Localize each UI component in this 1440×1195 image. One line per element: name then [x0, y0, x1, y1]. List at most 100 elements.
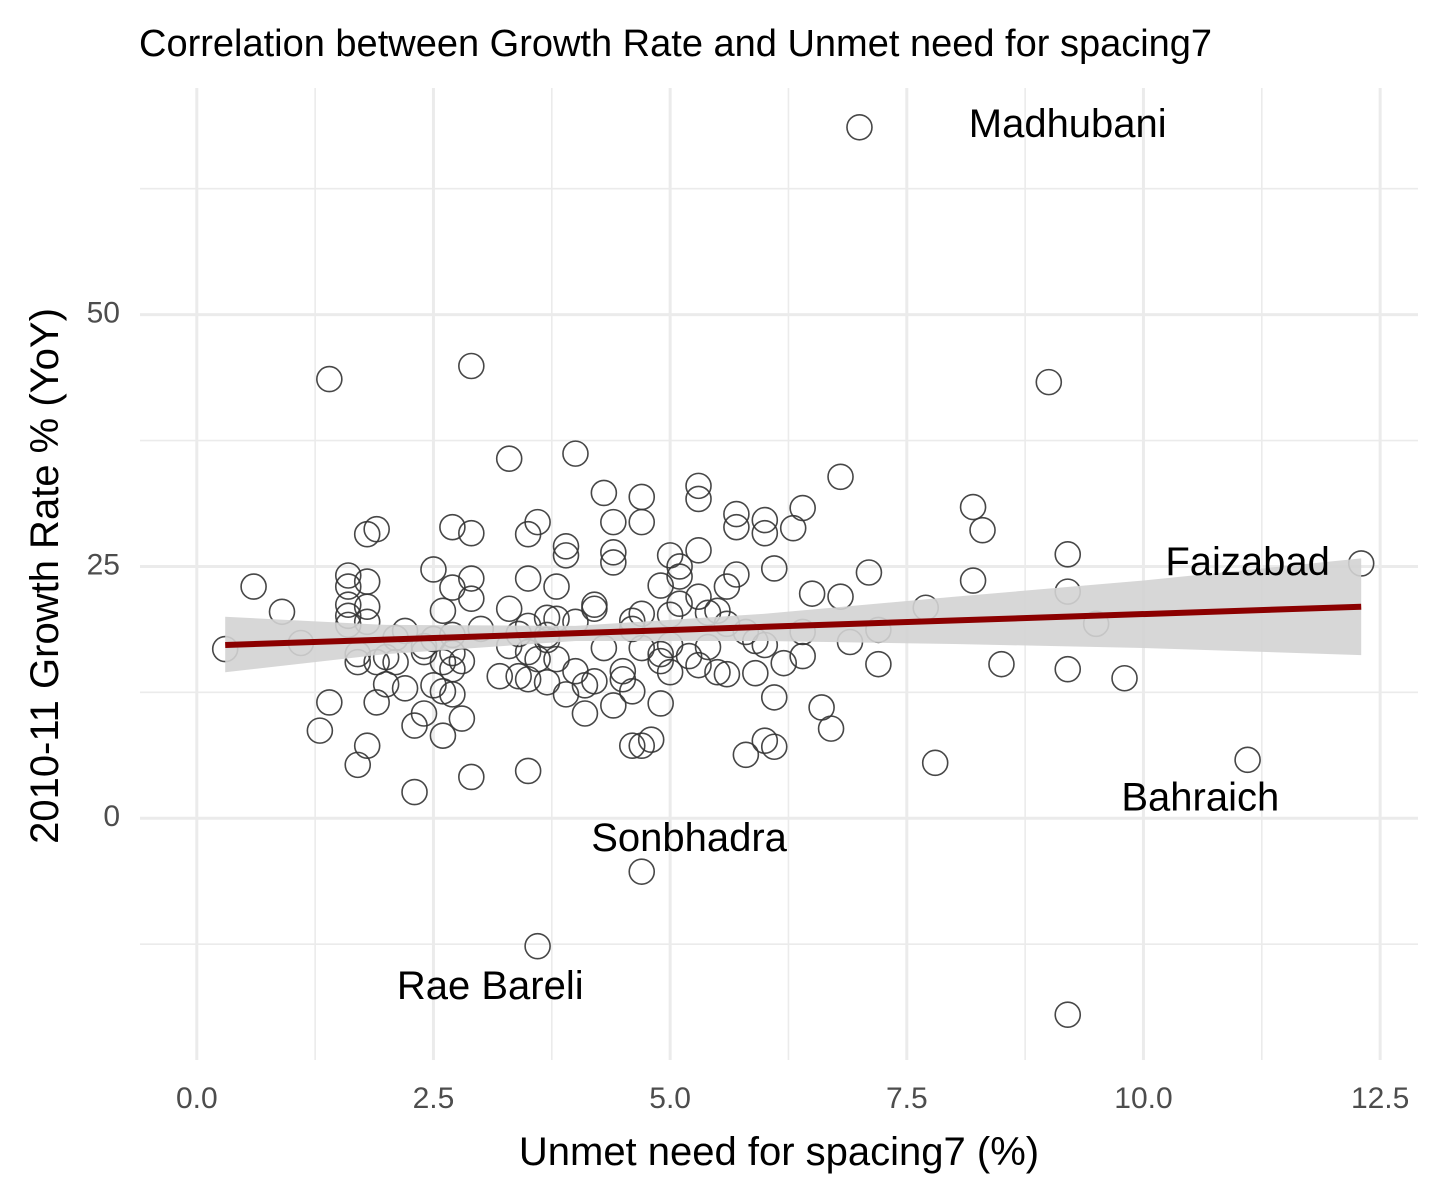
data-point: [410, 700, 438, 727]
minor-gridlines-y: [140, 187, 1418, 945]
data-point: [429, 678, 457, 705]
data-point: [666, 553, 693, 580]
point-label: Bahraich: [1121, 776, 1279, 820]
data-point: [524, 932, 551, 960]
data-point: [685, 485, 712, 513]
data-point: [988, 650, 1015, 678]
data-point: [429, 597, 457, 625]
data-point: [618, 678, 646, 705]
data-point: [685, 537, 712, 564]
data-point: [959, 493, 987, 521]
data-point: [505, 662, 532, 690]
data-point: [533, 668, 561, 696]
data-point: [486, 662, 514, 690]
data-point: [817, 715, 845, 742]
data-point: [675, 642, 703, 670]
data-point: [353, 568, 381, 595]
data-point: [1234, 746, 1261, 774]
x-axis-ticks: 0.0 2.5 5.0 7.5 10.0 12.5: [176, 1082, 1409, 1115]
data-point: [647, 690, 674, 717]
data-point: [751, 506, 779, 534]
data-point: [1035, 368, 1063, 396]
data-point: [628, 508, 656, 536]
data-point: [439, 681, 466, 708]
point-label: Sonbhadra: [591, 816, 787, 860]
x-tick-label: 5.0: [649, 1082, 691, 1115]
data-point: [495, 595, 523, 623]
data-point: [458, 519, 485, 547]
data-point: [647, 647, 674, 675]
data-point: [514, 565, 542, 592]
data-point: [514, 757, 542, 785]
data-point: [543, 573, 570, 600]
data-point: [600, 539, 627, 566]
data-point: [372, 670, 400, 698]
data-point: [344, 751, 372, 779]
data-point: [751, 727, 779, 755]
data-point: [552, 542, 580, 569]
data-point: [1054, 541, 1082, 568]
data-point: [865, 650, 892, 678]
y-tick-label: 50: [87, 297, 120, 330]
data-point: [458, 763, 485, 791]
data-point: [401, 778, 428, 806]
data-point: [1054, 655, 1082, 683]
data-point: [647, 572, 674, 599]
major-gridlines-y: [140, 313, 1418, 820]
data-point: [600, 508, 627, 536]
data-point: [666, 563, 693, 590]
trend-line: [225, 603, 1362, 649]
major-gridlines-x: [195, 88, 1382, 1060]
data-point: [240, 573, 267, 600]
data-point: [618, 732, 646, 760]
x-tick-label: 0.0: [176, 1082, 218, 1115]
y-axis-ticks: 0 25 50: [87, 297, 120, 834]
y-tick-label: 0: [103, 800, 120, 833]
data-point: [789, 494, 816, 522]
data-point: [543, 645, 570, 673]
data-point: [637, 726, 665, 753]
data-point: [846, 113, 873, 141]
data-point: [723, 561, 750, 588]
data-point: [420, 556, 447, 583]
data-point: [600, 549, 627, 576]
data-point: [429, 722, 457, 749]
data-point: [751, 519, 779, 547]
data-point: [334, 573, 362, 600]
annotations-layer: Madhubani Faizabad Bahraich Sonbhadra Rae Ba…: [397, 102, 1330, 1008]
x-tick-label: 10.0: [1114, 1082, 1172, 1115]
data-point: [562, 440, 589, 467]
data-point: [770, 649, 798, 677]
data-point: [420, 672, 447, 699]
data-point: [1111, 664, 1138, 692]
minor-gridlines-x: [314, 88, 1263, 1060]
data-point: [959, 567, 987, 594]
point-label: Faizabad: [1165, 540, 1330, 584]
data-point: [458, 585, 485, 612]
data-point: [647, 640, 674, 668]
data-point: [685, 583, 712, 610]
data-point: [316, 365, 343, 393]
x-tick-label: 12.5: [1351, 1082, 1409, 1115]
data-point: [391, 675, 419, 702]
confidence-band: [225, 558, 1362, 673]
data-point: [363, 515, 390, 543]
data-point: [723, 500, 750, 528]
y-axis-title: 2010-11 Growth Rate % (YoY): [23, 308, 67, 844]
data-point: [334, 591, 362, 619]
point-label: Madhubani: [969, 102, 1167, 146]
data-point: [581, 667, 608, 695]
data-point: [524, 645, 551, 673]
data-point: [590, 479, 618, 507]
x-axis-title: Unmet need for spacing7 (%): [519, 1130, 1039, 1174]
data-point: [524, 508, 551, 536]
data-point: [685, 651, 712, 679]
data-point: [656, 658, 684, 686]
data-point: [921, 749, 949, 777]
data-point: [495, 445, 523, 472]
y-tick-label: 25: [87, 548, 120, 581]
point-label: Rae Bareli: [397, 964, 584, 1008]
x-tick-label: 2.5: [413, 1082, 455, 1115]
data-point: [827, 463, 854, 491]
